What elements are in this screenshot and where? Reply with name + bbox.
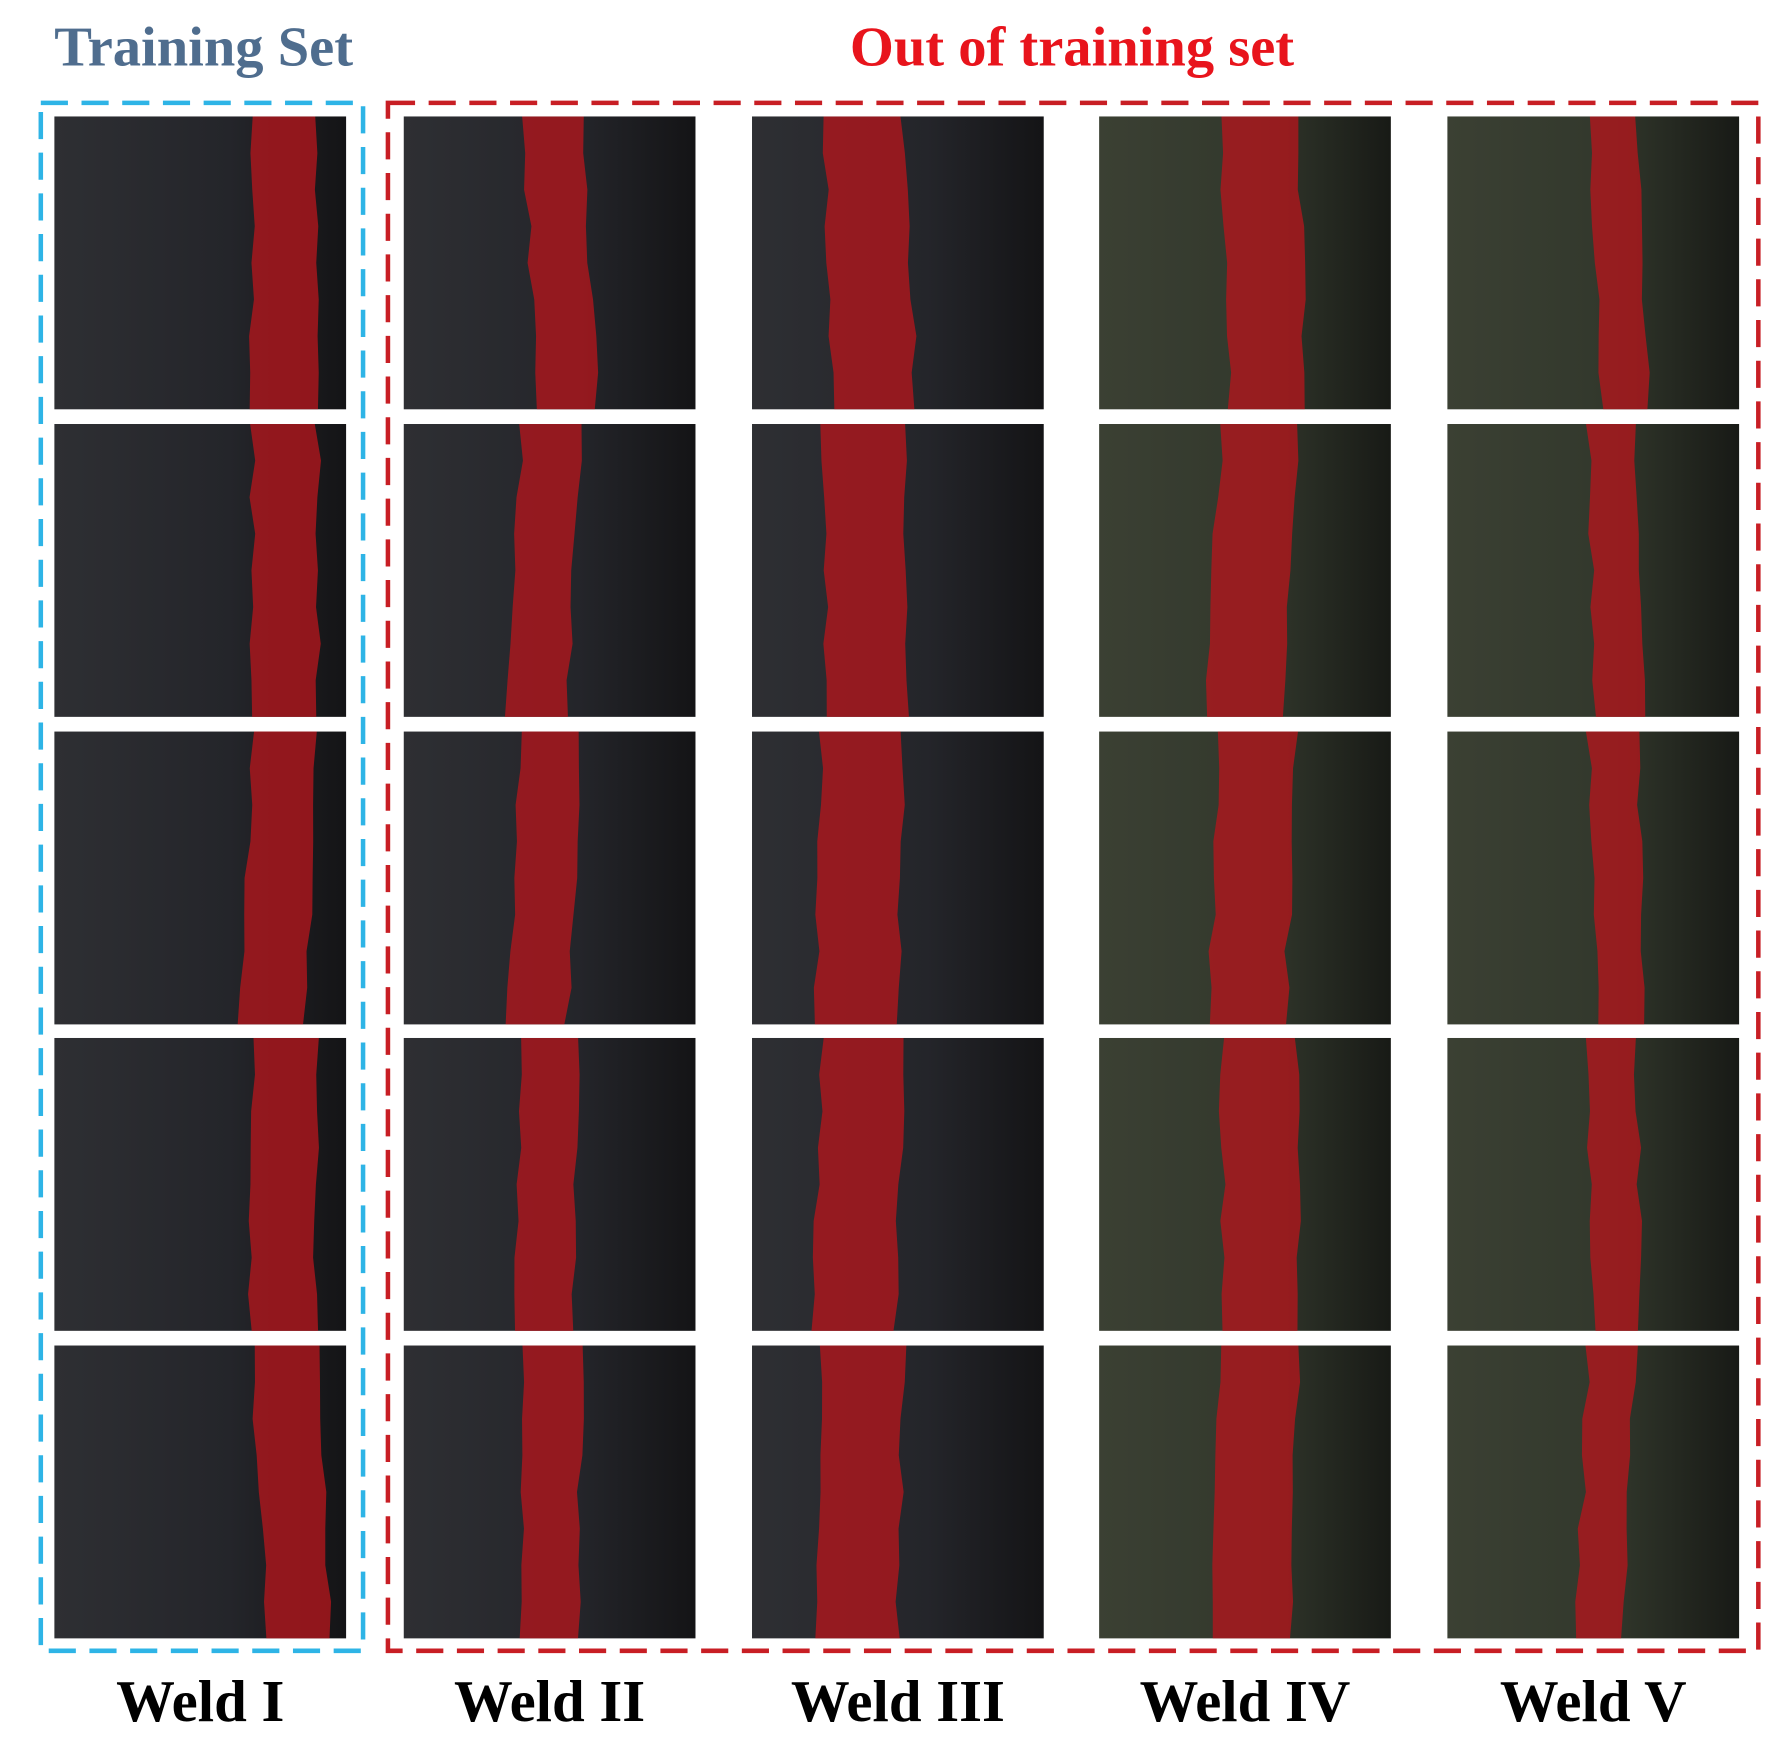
weld-mask [1589, 116, 1650, 410]
weld-mask [1212, 1345, 1301, 1639]
weld-mask [1208, 731, 1299, 1025]
weld-mask [1205, 424, 1299, 717]
weld-mask [514, 1037, 580, 1331]
weld-mask [505, 731, 580, 1025]
weld-mask [504, 424, 582, 717]
column-label: Weld II [454, 1669, 645, 1734]
weld-mask [1220, 116, 1306, 410]
image-grid: Weld I Weld II Weld III Weld IV Weld V [54, 116, 1740, 1734]
training-set-title: Training Set [54, 17, 353, 79]
weld-mask [237, 731, 317, 1025]
weld-mask [1218, 1037, 1301, 1331]
column-label: Weld IV [1140, 1669, 1351, 1734]
weld-mask [252, 1345, 332, 1639]
weld-mask [1585, 731, 1645, 1025]
weld-mask [1575, 1345, 1638, 1639]
weld-mask [1586, 424, 1646, 717]
weld-mask [820, 424, 909, 717]
column-label: Weld V [1500, 1669, 1687, 1734]
weld-mask [813, 731, 905, 1025]
column-label: Weld III [791, 1669, 1005, 1734]
weld-mask [519, 1345, 584, 1639]
column-label: Weld I [116, 1669, 284, 1734]
weld-mask [248, 1037, 319, 1331]
weld-mask [815, 1345, 907, 1639]
weld-mask [811, 1037, 905, 1331]
weld-mask [822, 116, 917, 410]
weld-mask [249, 424, 321, 717]
weld-mask [1585, 1037, 1642, 1331]
weld-mask [522, 116, 599, 410]
weld-mask [249, 116, 319, 410]
test-box [385, 100, 1761, 1654]
out-of-training-title: Out of training set [850, 17, 1294, 79]
